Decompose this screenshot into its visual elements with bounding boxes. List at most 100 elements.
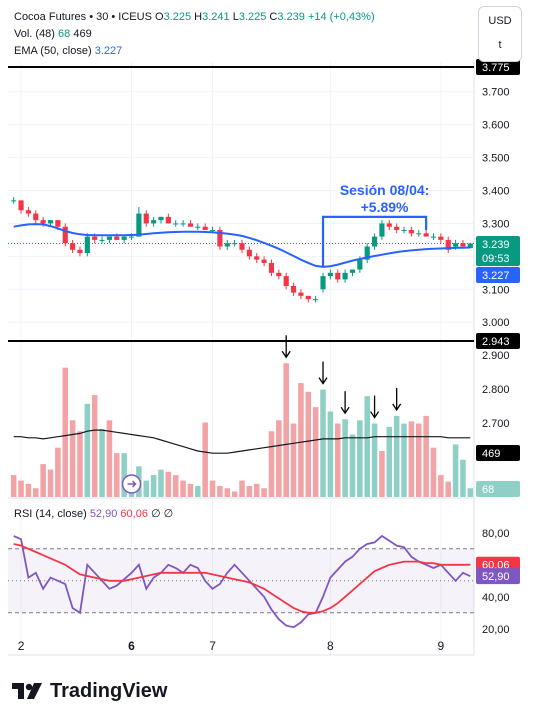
- candle-body: [195, 226, 201, 228]
- volume-bar: [239, 480, 245, 497]
- candle-body: [386, 223, 392, 227]
- volume-bar: [150, 475, 157, 497]
- candle-body: [114, 236, 120, 240]
- volume-value-2: 469: [73, 28, 92, 40]
- candle-body: [408, 230, 414, 234]
- price-axis-tick: 3.300: [482, 218, 510, 230]
- top-level-tag-bg: [476, 59, 520, 75]
- change-value: +14 (+0,43%): [307, 11, 375, 23]
- volume-bar: [55, 447, 61, 497]
- candle-body: [290, 286, 297, 293]
- volume-bar: [172, 475, 179, 497]
- x-axis-label: 7: [209, 639, 216, 653]
- volume-bar: [47, 469, 54, 497]
- volume-bar: [77, 431, 83, 497]
- candle-body: [239, 243, 245, 250]
- open-value: 3.225: [163, 11, 192, 23]
- candle-body: [364, 246, 370, 260]
- candle-body: [298, 292, 304, 296]
- rsi-ma-line: [13, 543, 471, 614]
- volume-bar: [180, 480, 186, 497]
- candle-body: [99, 239, 105, 241]
- volume-ma-line: [13, 429, 471, 454]
- price-axis-tick: 3.000: [482, 317, 510, 329]
- volume-bar: [379, 450, 385, 497]
- annotation-percent: +5.89%: [361, 199, 409, 215]
- candle-body: [11, 200, 17, 202]
- volume-ma-tag-bg: [476, 445, 520, 461]
- candle-body: [261, 259, 267, 263]
- volume-bar: [349, 434, 356, 497]
- candle-body: [224, 243, 230, 247]
- volume-label: Vol. (48): [14, 28, 55, 40]
- volume-bar: [430, 447, 437, 497]
- candle-body: [202, 226, 208, 231]
- rsi-label: RSI (14, close): [14, 508, 87, 520]
- low-value: 3.225: [238, 11, 267, 23]
- candle-body: [92, 236, 98, 240]
- volume-bar: [253, 483, 260, 497]
- volume-bar: [268, 431, 275, 497]
- candle-body: [283, 276, 289, 287]
- volume-bar: [305, 391, 312, 497]
- price-axis-tick: 2.900: [482, 350, 510, 362]
- volume-bar: [334, 423, 341, 497]
- low-label: L: [232, 11, 239, 23]
- tradingview-logo[interactable]: TradingView: [12, 680, 167, 702]
- volume-bar: [40, 464, 46, 497]
- volume-bar: [423, 415, 429, 497]
- ema-legend: EMA (50, close) 3.227: [14, 45, 122, 57]
- volume-bar: [84, 403, 91, 497]
- candle-body: [423, 233, 429, 237]
- x-axis-label: 9: [438, 639, 445, 653]
- volume-tag: 68: [482, 484, 494, 496]
- candle-body: [143, 213, 149, 224]
- volume-bar: [217, 486, 223, 497]
- currency-unit-button[interactable]: USD t: [478, 6, 522, 62]
- volume-bar: [91, 395, 98, 497]
- volume-bar: [62, 367, 68, 497]
- candle-body: [40, 220, 46, 224]
- volume-bar: [121, 453, 127, 497]
- symbol-name: Cocoa Futures • 30 • ICEUS: [14, 11, 152, 23]
- price-axis-tick: 3.100: [482, 284, 510, 296]
- price-axis-tick: 2.700: [482, 418, 510, 430]
- rsi-symbol-1: ∅: [151, 508, 161, 520]
- rsi-tag: 52,90: [482, 571, 510, 583]
- candle-body: [55, 220, 61, 227]
- candle-body: [460, 243, 466, 247]
- volume-bar: [320, 389, 326, 497]
- candle-body: [25, 210, 31, 214]
- x-axis-label: 8: [327, 639, 334, 653]
- volume-bar: [231, 491, 238, 497]
- candle-body: [209, 230, 216, 232]
- ema-price-tag: 3.227: [482, 270, 510, 282]
- price-axis-tick: 3.500: [482, 153, 510, 165]
- rsi-axis-tick: 40,00: [482, 592, 510, 604]
- volume-bar: [283, 363, 289, 497]
- rsi-ma-value: 60,06: [120, 508, 148, 520]
- candle-body: [357, 259, 363, 270]
- volume-bar: [452, 444, 459, 497]
- candle-body: [187, 223, 194, 227]
- bottom-level-tag-bg: [476, 333, 520, 349]
- volume-tag-bg: [476, 481, 520, 497]
- candle-body: [467, 243, 473, 249]
- bottom-level-tag: 2.943: [482, 336, 510, 348]
- volume-bar: [18, 480, 24, 497]
- candle-body: [158, 216, 164, 221]
- volume-bar: [357, 420, 363, 497]
- candle-body: [121, 236, 127, 240]
- candle-body: [232, 243, 238, 245]
- candle-body: [327, 272, 333, 277]
- price-axis-tick: 3.700: [482, 87, 510, 99]
- candle-body: [320, 276, 326, 290]
- volume-bar: [298, 383, 304, 497]
- candle-body: [313, 299, 319, 301]
- volume-bar: [195, 486, 201, 497]
- price-axis-tick: 3.600: [482, 120, 510, 132]
- rsi-value: 52,90: [89, 508, 118, 520]
- candle-body: [268, 262, 275, 273]
- volume-value-1: 68: [58, 28, 71, 40]
